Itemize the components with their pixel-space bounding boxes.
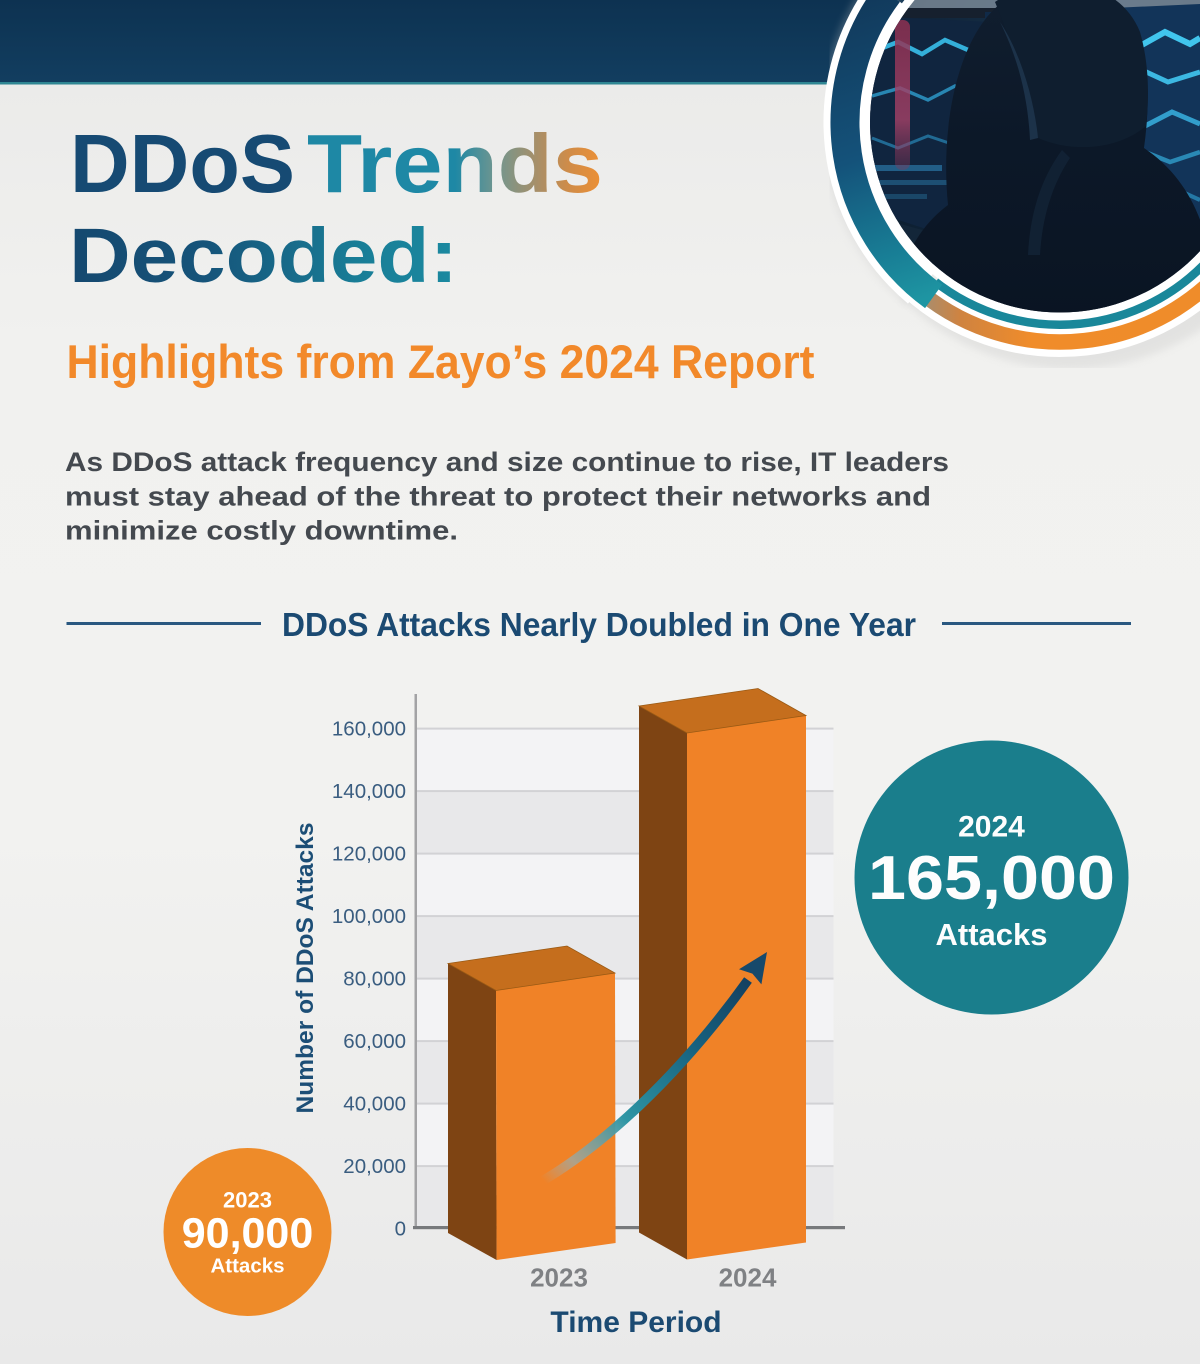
svg-text:0: 0 [395,1217,406,1240]
svg-text:Trends: Trends [307,117,603,210]
svg-text:160,000: 160,000 [332,717,406,740]
svg-text:2024: 2024 [719,1263,777,1293]
svg-text:80,000: 80,000 [343,967,406,990]
svg-text:Decoded:: Decoded: [69,213,458,299]
svg-text:2023: 2023 [223,1188,272,1213]
svg-text:Attacks: Attacks [210,1255,284,1278]
svg-text:Time Period: Time Period [550,1306,721,1339]
svg-text:100,000: 100,000 [332,905,406,928]
svg-text:As DDoS attack frequency and s: As DDoS attack frequency and size contin… [65,447,949,477]
svg-text:120,000: 120,000 [332,842,406,865]
svg-text:20,000: 20,000 [343,1155,406,1178]
svg-text:165,000: 165,000 [868,844,1115,913]
svg-text:must stay ahead of the threat: must stay ahead of the threat to protect… [65,481,931,511]
svg-text:2024: 2024 [958,811,1025,844]
svg-text:minimize costly downtime.: minimize costly downtime. [65,516,458,546]
svg-text:DDoS Attacks Nearly Doubled in: DDoS Attacks Nearly Doubled in One Year [282,607,916,644]
svg-text:Number of DDoS Attacks: Number of DDoS Attacks [292,823,319,1114]
svg-text:140,000: 140,000 [332,780,406,803]
svg-text:Highlights from Zayo’s 2024 Re: Highlights from Zayo’s 2024 Report [67,335,815,388]
svg-text:2023: 2023 [530,1263,588,1293]
svg-text:60,000: 60,000 [343,1030,406,1053]
svg-text:40,000: 40,000 [343,1092,406,1115]
svg-text:DDoS: DDoS [70,117,295,210]
svg-text:Attacks: Attacks [936,917,1048,952]
svg-text:90,000: 90,000 [182,1210,314,1258]
